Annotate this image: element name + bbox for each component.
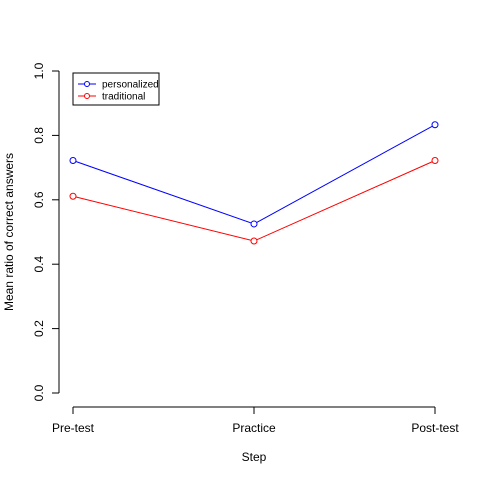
x-tick-label: Practice (232, 421, 276, 435)
y-tick-label: 0.2 (32, 320, 46, 337)
data-point-personalized (431, 121, 439, 129)
x-tick-label: Pre-test (52, 421, 95, 435)
y-tick-label: 0.6 (32, 191, 46, 208)
y-tick-label: 1.0 (32, 62, 46, 79)
x-ticks: Pre-test Practice Post-test (52, 407, 459, 435)
legend-marker (84, 81, 90, 87)
legend-box (72, 72, 160, 106)
data-point-traditional (431, 157, 439, 165)
x-tick-label: Post-test (411, 421, 459, 435)
legend-marker (84, 93, 90, 99)
y-ticks: 0.0 0.2 0.4 0.6 0.8 1.0 (32, 62, 59, 401)
y-tick-label: 0.8 (32, 127, 46, 144)
legend-label: personalized (102, 80, 159, 91)
series-layer (69, 121, 439, 245)
y-axis-label: Mean ratio of correct answers (2, 153, 16, 311)
y-tick-label: 0.0 (32, 384, 46, 401)
data-point-traditional (69, 192, 77, 200)
data-point-personalized (69, 157, 77, 165)
legend-label: traditional (102, 92, 145, 103)
x-axis-label: Step (242, 450, 267, 464)
data-point-personalized (250, 220, 258, 228)
data-point-traditional (250, 237, 258, 245)
y-tick-label: 0.4 (32, 256, 46, 273)
